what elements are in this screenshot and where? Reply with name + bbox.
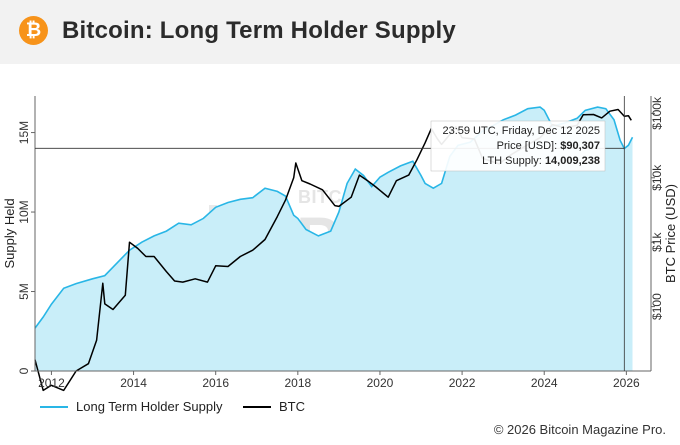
- x-tick-label: 2012: [38, 376, 65, 390]
- y-tick-label: 15M: [17, 121, 31, 144]
- y2-axis-title: BTC Price (USD): [663, 184, 678, 283]
- x-tick-label: 2016: [202, 376, 229, 390]
- y-tick-label: 10M: [17, 200, 31, 223]
- lth-supply-area: [35, 107, 633, 371]
- x-tick-label: 2018: [284, 376, 311, 390]
- y-axis-title: Supply Held: [2, 198, 17, 268]
- y2-tick-label: $10k: [650, 164, 664, 191]
- y2-tick-label: $100k: [650, 96, 664, 130]
- tooltip-price-value: $90,307: [560, 140, 600, 152]
- y2-tick-label: $1k: [650, 232, 664, 252]
- x-tick-label: 2014: [120, 376, 147, 390]
- tooltip-supply-label: LTH Supply:: [482, 155, 545, 167]
- x-tick-label: 2022: [449, 376, 476, 390]
- tooltip-supply-value: 14,009,238: [545, 155, 600, 167]
- legend-label-lth: Long Term Holder Supply: [76, 399, 223, 414]
- tooltip-price-label: Price [USD]:: [497, 140, 561, 152]
- bitcoin-logo-icon: ₿: [19, 16, 48, 45]
- chart-legend: Long Term Holder Supply BTC: [0, 395, 680, 419]
- legend-swatch-btc: [243, 405, 271, 408]
- legend-item-lth[interactable]: Long Term Holder Supply: [40, 399, 222, 414]
- y-tick-label: 5M: [17, 283, 31, 300]
- x-tick-label: 2020: [367, 376, 394, 390]
- y-tick-label: 0: [17, 367, 31, 374]
- lth-supply-chart[interactable]: BITCOIN MAGAZINE PRO 2012201420162018202…: [0, 64, 680, 392]
- x-tick-label: 2024: [531, 376, 558, 390]
- tooltip-price: Price [USD]: $90,307: [497, 140, 600, 152]
- legend-swatch-lth: [40, 405, 68, 408]
- chart-title: Bitcoin: Long Term Holder Supply: [62, 17, 456, 44]
- x-tick-label: 2026: [613, 376, 640, 390]
- legend-item-btc[interactable]: BTC: [243, 399, 305, 414]
- tooltip-timestamp: 23:59 UTC, Friday, Dec 12 2025: [442, 125, 600, 137]
- hover-tooltip: 23:59 UTC, Friday, Dec 12 2025 Price [US…: [430, 120, 606, 172]
- tooltip-background: [430, 120, 606, 172]
- legend-label-btc: BTC: [279, 399, 305, 414]
- y2-tick-label: $100: [650, 293, 664, 320]
- copyright-notice: © 2026 Bitcoin Magazine Pro.: [493, 422, 666, 437]
- tooltip-supply: LTH Supply: 14,009,238: [482, 155, 600, 167]
- chart-header: ₿ Bitcoin: Long Term Holder Supply: [0, 0, 680, 64]
